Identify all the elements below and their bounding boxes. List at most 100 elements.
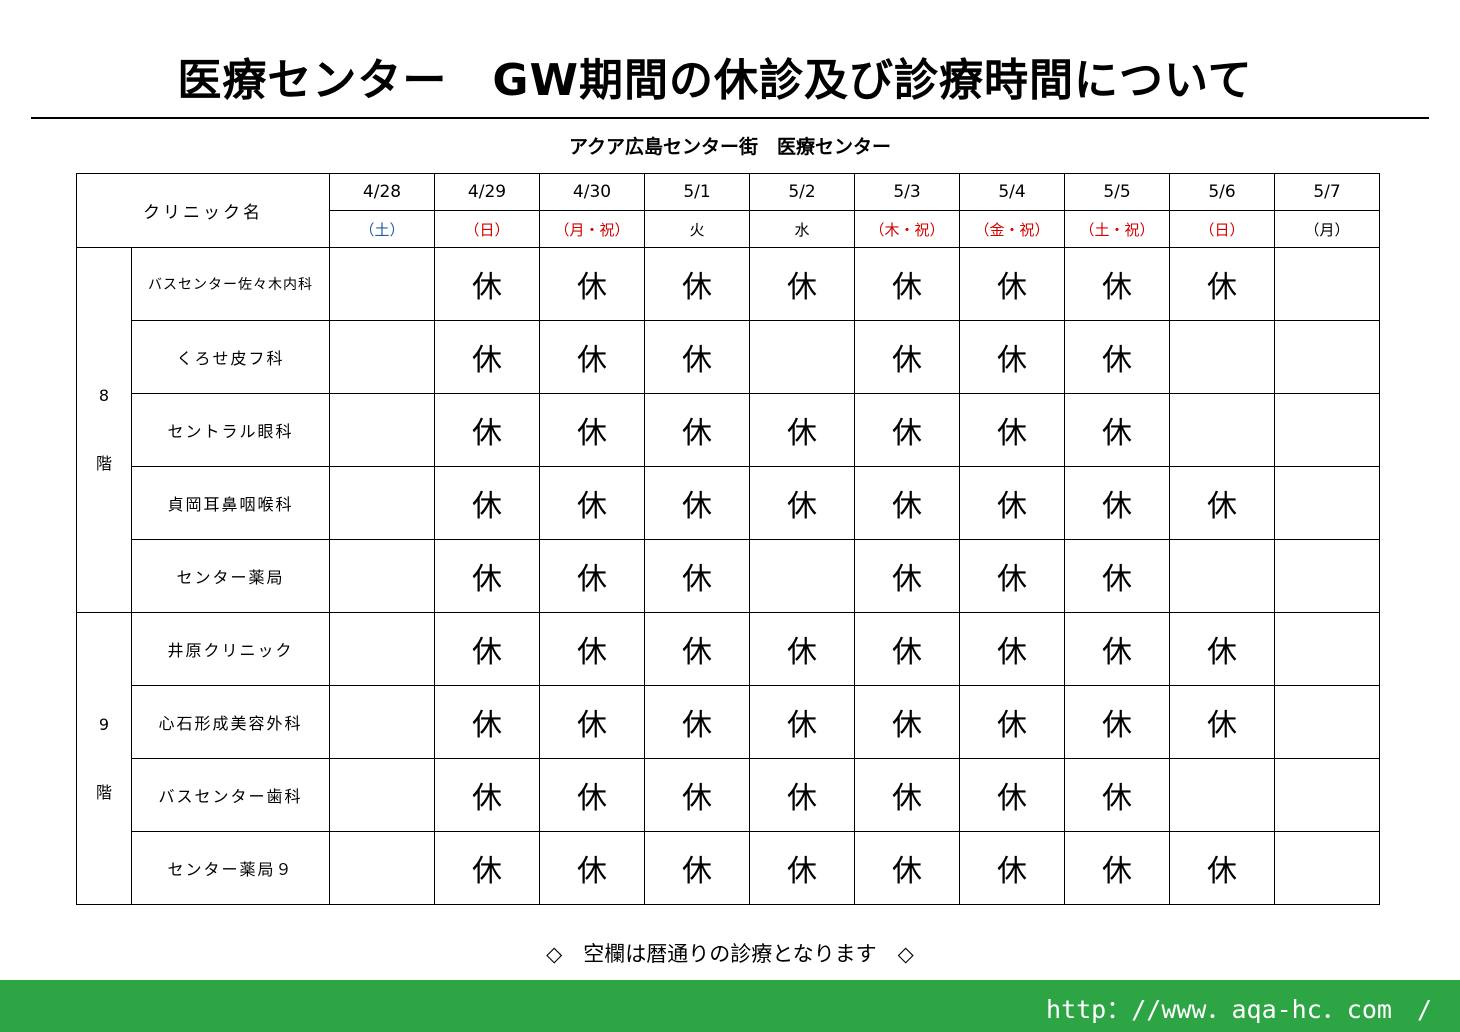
weekday-header: （木・祝） — [854, 210, 960, 248]
table-row: 心石形成美容外科休休休休休休休休 — [77, 685, 1380, 759]
clinic-name: バスセンター佐々木内科 — [131, 247, 330, 321]
date-header: 5/2 — [749, 173, 855, 211]
schedule-cell — [1274, 539, 1380, 613]
schedule-cell — [329, 685, 435, 759]
schedule-cell: 休 — [539, 831, 645, 905]
schedule-cell: 休 — [854, 466, 960, 540]
table-body: 8 階バスセンター佐々木内科休休休休休休休休くろせ皮フ科休休休休休休セントラル眼科… — [76, 247, 1380, 905]
date-header: 5/7 — [1274, 173, 1380, 211]
clinic-name: くろせ皮フ科 — [131, 320, 330, 394]
footnote: ◇ 空欄は暦通りの診療となります ◇ — [546, 942, 914, 966]
page-subtitle: アクア広島センター街 医療センター — [568, 136, 892, 158]
date-header: 4/28 — [329, 173, 435, 211]
schedule-cell — [329, 539, 435, 613]
schedule-cell: 休 — [959, 685, 1065, 759]
table-row: バスセンター歯科休休休休休休休 — [77, 758, 1380, 832]
schedule-cell: 休 — [434, 320, 540, 394]
schedule-cell: 休 — [1169, 685, 1275, 759]
table-row: 8 階バスセンター佐々木内科休休休休休休休休 — [76, 247, 1380, 613]
date-header: 5/4 — [959, 173, 1065, 211]
schedule-cell: 休 — [539, 758, 645, 832]
schedule-cell: 休 — [434, 685, 540, 759]
clinic-name: センター薬局９ — [131, 831, 330, 905]
schedule-cell: 休 — [539, 247, 645, 321]
schedule-cell: 休 — [749, 393, 855, 467]
schedule-cell: 休 — [434, 466, 540, 540]
schedule-cell: 休 — [854, 612, 960, 686]
floor-unit: 階 — [95, 454, 112, 473]
header-date-row: クリニック名 4/28 4/29 4/30 5/1 5/2 5/3 5/4 5/5 5/6 5/7 — [76, 173, 1380, 248]
schedule-cell — [1169, 320, 1275, 394]
schedule-cell — [329, 612, 435, 686]
schedule-cell — [329, 758, 435, 832]
schedule-cell: 休 — [644, 539, 750, 613]
clinic-name: センター薬局 — [131, 539, 330, 613]
schedule-cell: 休 — [1169, 466, 1275, 540]
schedule-cell: 休 — [1064, 758, 1170, 832]
schedule-cell: 休 — [644, 393, 750, 467]
schedule-cell: 休 — [854, 393, 960, 467]
schedule-cell: 休 — [644, 831, 750, 905]
schedule-cell: 休 — [539, 320, 645, 394]
schedule-cell: 休 — [1064, 466, 1170, 540]
schedule-cell: 休 — [1064, 685, 1170, 759]
footer-bar: http：//www．aqa-hc．com / — [0, 980, 1460, 1032]
schedule-cell — [329, 831, 435, 905]
schedule-cell — [1274, 831, 1380, 905]
schedule-cell: 休 — [959, 758, 1065, 832]
schedule-cell: 休 — [959, 466, 1065, 540]
schedule-cell: 休 — [1064, 612, 1170, 686]
header-day-row: （土） （日） （月・祝）火水（木・祝） （金・祝） （土・祝） （日） （月） — [77, 210, 1380, 248]
weekday-header: 水 — [749, 210, 855, 248]
schedule-cell: 休 — [854, 247, 960, 321]
schedule-cell: 休 — [749, 247, 855, 321]
weekday-header: （土・祝） — [1064, 210, 1170, 248]
date-header: 4/29 — [434, 173, 540, 211]
schedule-cell: 休 — [434, 831, 540, 905]
table-row: セントラル眼科休休休休休休休 — [77, 393, 1380, 467]
schedule-cell — [749, 539, 855, 613]
weekday-header: （土） — [329, 210, 435, 248]
schedule-cell — [1169, 539, 1275, 613]
schedule-cell — [1274, 612, 1380, 686]
schedule-cell: 休 — [959, 831, 1065, 905]
schedule-cell: 休 — [959, 247, 1065, 321]
table-row: くろせ皮フ科休休休休休休 — [77, 320, 1380, 394]
schedule-cell: 休 — [539, 685, 645, 759]
date-header: 4/30 — [539, 173, 645, 211]
schedule-cell: 休 — [749, 466, 855, 540]
schedule-cell: 休 — [539, 612, 645, 686]
footer-url-link[interactable]: http：//www．aqa-hc．com / — [1046, 995, 1432, 1024]
schedule-cell — [1274, 466, 1380, 540]
date-header: 5/5 — [1064, 173, 1170, 211]
table-row: 9 階井原クリニック休休休休休休休休 — [76, 612, 1380, 905]
schedule-cell — [329, 466, 435, 540]
schedule-cell: 休 — [644, 612, 750, 686]
schedule-cell: 休 — [854, 831, 960, 905]
weekday-header: （金・祝） — [959, 210, 1065, 248]
schedule-cell — [1274, 247, 1380, 321]
schedule-cell: 休 — [644, 320, 750, 394]
clinic-name: 井原クリニック — [131, 612, 330, 686]
schedule-cell: 休 — [854, 320, 960, 394]
schedule-cell: 休 — [644, 466, 750, 540]
clinic-name: バスセンター歯科 — [131, 758, 330, 832]
schedule-cell: 休 — [644, 685, 750, 759]
schedule-cell: 休 — [749, 612, 855, 686]
schedule-cell: 休 — [644, 247, 750, 321]
title-divider — [31, 117, 1429, 119]
schedule-cell: 休 — [434, 393, 540, 467]
closure-schedule-table: クリニック名 4/28 4/29 4/30 5/1 5/2 5/3 5/4 5/5 5/6 5/7… — [76, 173, 1380, 905]
date-header: 5/6 — [1169, 173, 1275, 211]
schedule-cell: 休 — [539, 466, 645, 540]
weekday-header: （日） — [1169, 210, 1275, 248]
clinic-name: セントラル眼科 — [131, 393, 330, 467]
schedule-cell — [1169, 758, 1275, 832]
floor-number: 8 — [98, 386, 110, 405]
schedule-cell: 休 — [959, 393, 1065, 467]
schedule-cell: 休 — [1064, 320, 1170, 394]
weekday-header: （日） — [434, 210, 540, 248]
schedule-cell — [1274, 393, 1380, 467]
